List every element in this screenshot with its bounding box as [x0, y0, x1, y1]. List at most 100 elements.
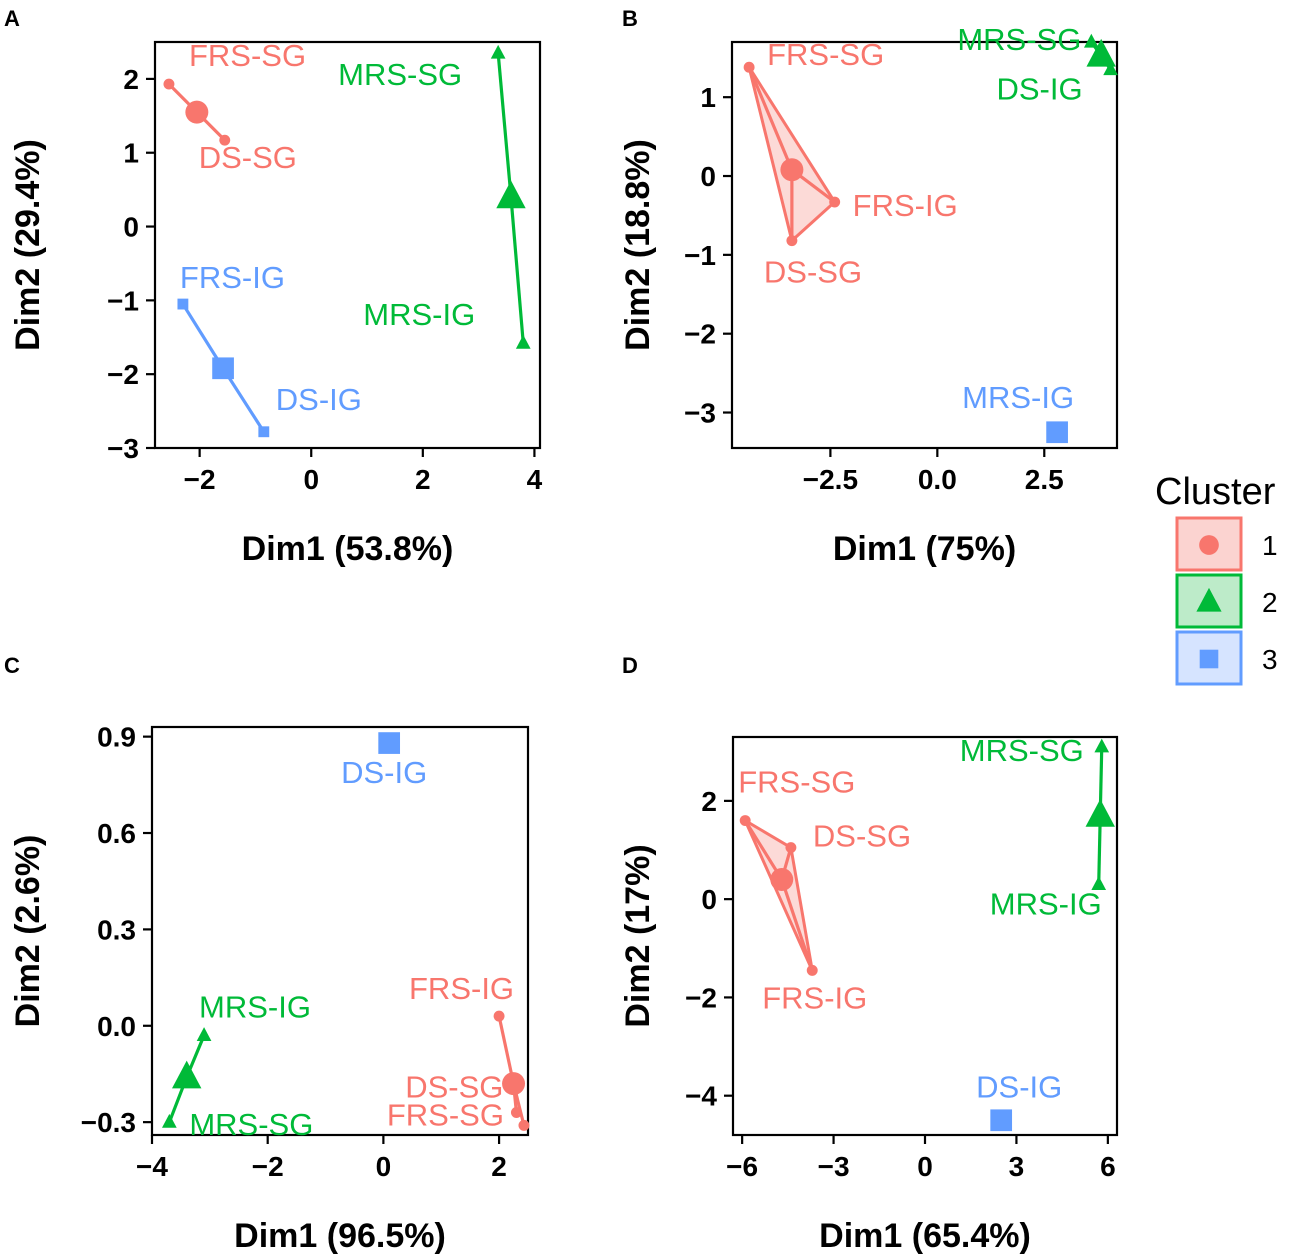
y-axis-title: Dim2 (2.6%)	[9, 835, 47, 1028]
data-point	[739, 815, 751, 826]
y-axis-title: Dim2 (29.4%)	[9, 139, 47, 351]
point-label: MRS-IG	[363, 297, 475, 332]
point-label: DS-IG	[976, 1069, 1062, 1104]
plot-frame	[153, 40, 542, 450]
y-tick-label: 0.9	[97, 722, 136, 753]
point-label: FRS-SG	[738, 765, 855, 800]
point-label: DS-IG	[996, 72, 1082, 107]
cluster-hull	[741, 816, 814, 972]
cluster-3-group: DS-IG	[341, 732, 427, 790]
panel-b: B −2.5 0.0 2.5 −3 −2 −1 0 1 Dim1 (75%) Dim2 (18.8%…	[619, 6, 1119, 568]
data-point	[219, 134, 231, 146]
cluster-centroid	[502, 1072, 526, 1096]
cluster-link	[747, 66, 794, 171]
y-tick-label: −4	[685, 1081, 717, 1112]
y-tick-label: 2	[701, 786, 717, 817]
data-point	[785, 842, 797, 854]
cluster-centroid	[1086, 38, 1116, 67]
y-tick-label: −3	[107, 433, 139, 464]
cluster-link	[497, 1015, 516, 1084]
cluster-centroid	[1085, 799, 1115, 827]
x-tick-label: −6	[726, 1151, 758, 1182]
x-tick-label: 0	[303, 464, 319, 495]
data-point	[1083, 33, 1099, 48]
cluster-link	[780, 878, 814, 971]
data-point	[829, 196, 841, 208]
cluster-3-group: FRS-IG DS-IG	[177, 260, 362, 438]
x-tick-label: 6	[1100, 1151, 1116, 1182]
x-tick-label: 0.0	[918, 464, 957, 495]
legend-label: 2	[1262, 587, 1278, 618]
legend-title: Cluster	[1155, 471, 1276, 513]
point-label: FRS-SG	[189, 38, 306, 73]
panels: A −2 0 2 4 −3 −2 −1 0 1 2 Dim1 (53.8%) Dim2 (29.4%) F…	[4, 6, 1119, 1254]
point-label: FRS-SG	[767, 37, 884, 72]
point-label: DS-IG	[341, 755, 427, 790]
cluster-1-group: FRS-SG DS-SG	[163, 38, 306, 175]
data-point	[490, 44, 506, 59]
y-tick-label: −3	[684, 398, 716, 429]
point-label: MRS-IG	[990, 886, 1102, 921]
legend-symbol	[1199, 649, 1219, 669]
y-tick-label: 0	[701, 884, 717, 915]
data-point	[1091, 876, 1107, 890]
y-tick-label: 1	[700, 82, 716, 113]
cluster-hull	[747, 66, 837, 244]
data-point	[258, 426, 270, 438]
y-tick-label: −2	[107, 359, 139, 390]
panel-c: C −4 −2 0 2 −0.3 0.0 0.3 0.6 0.9 Dim1 (96.5%) Dim2 …	[4, 653, 530, 1254]
cluster-1-group: FRS-SG DS-SG FRS-IG	[738, 765, 911, 1016]
y-tick-label: −1	[684, 240, 716, 271]
cluster-3-group: DS-IG	[976, 1069, 1062, 1132]
cluster-legend: Cluster 1 2 3	[1155, 471, 1278, 686]
data-point	[1103, 61, 1118, 76]
y-tick-label: 0.3	[97, 914, 136, 945]
data-point	[510, 1107, 522, 1118]
x-tick-label: 2.5	[1025, 464, 1064, 495]
y-axis-title: Dim2 (18.8%)	[619, 139, 657, 351]
y-tick-label: −2	[684, 319, 716, 350]
x-tick-label: 0	[917, 1151, 933, 1182]
x-tick-label: −2.5	[803, 464, 858, 495]
point-label: FRS-IG	[762, 980, 867, 1015]
data-point	[177, 298, 189, 310]
x-tick-label: −2	[252, 1151, 284, 1182]
panel-d: D −6 −3 0 3 6 −4 −2 0 2 Dim1 (65.4%) Dim2 (17%) FRS-…	[619, 653, 1119, 1254]
cluster-centroid	[496, 180, 526, 209]
y-tick-label: −1	[107, 285, 139, 316]
cluster-centroid	[990, 1109, 1013, 1132]
data-point	[743, 61, 755, 73]
y-tick-label: 0.0	[97, 1011, 136, 1042]
data-point	[162, 1113, 177, 1128]
point-label: MRS-IG	[962, 380, 1074, 415]
panel-letter: B	[622, 6, 638, 31]
cluster-centroid	[172, 1060, 202, 1089]
cluster-centroid	[185, 100, 209, 124]
x-axis-title: Dim1 (53.8%)	[242, 530, 454, 568]
cluster-3-group: MRS-IG	[962, 380, 1074, 444]
plot-frame	[730, 40, 1119, 450]
plot-frame	[150, 725, 530, 1137]
cluster-centroid	[1046, 421, 1068, 444]
x-tick-label: 3	[1009, 1151, 1025, 1182]
point-label: MRS-SG	[189, 1107, 313, 1142]
x-axis-title: Dim1 (96.5%)	[234, 1217, 446, 1254]
panel-a: A −2 0 2 4 −3 −2 −1 0 1 2 Dim1 (53.8%) Dim2 (29.4%) F…	[4, 6, 543, 568]
point-label: MRS-IG	[199, 989, 311, 1024]
cluster-link	[509, 196, 525, 344]
cluster-centroid	[780, 158, 804, 182]
data-point	[518, 1119, 530, 1131]
y-tick-label: −2	[685, 982, 717, 1013]
panel-letter: C	[4, 653, 20, 678]
y-tick-label: 0	[700, 161, 716, 192]
legend-symbol	[1196, 587, 1222, 612]
data-point	[493, 1010, 505, 1022]
point-label: DS-SG	[405, 1070, 503, 1105]
point-label: FRS-SG	[387, 1097, 504, 1132]
cluster-2-group: MRS-SG MRS-IG	[960, 733, 1115, 921]
y-tick-label: 0	[123, 212, 139, 243]
data-point	[1094, 738, 1110, 753]
cluster-centroid	[212, 357, 234, 380]
